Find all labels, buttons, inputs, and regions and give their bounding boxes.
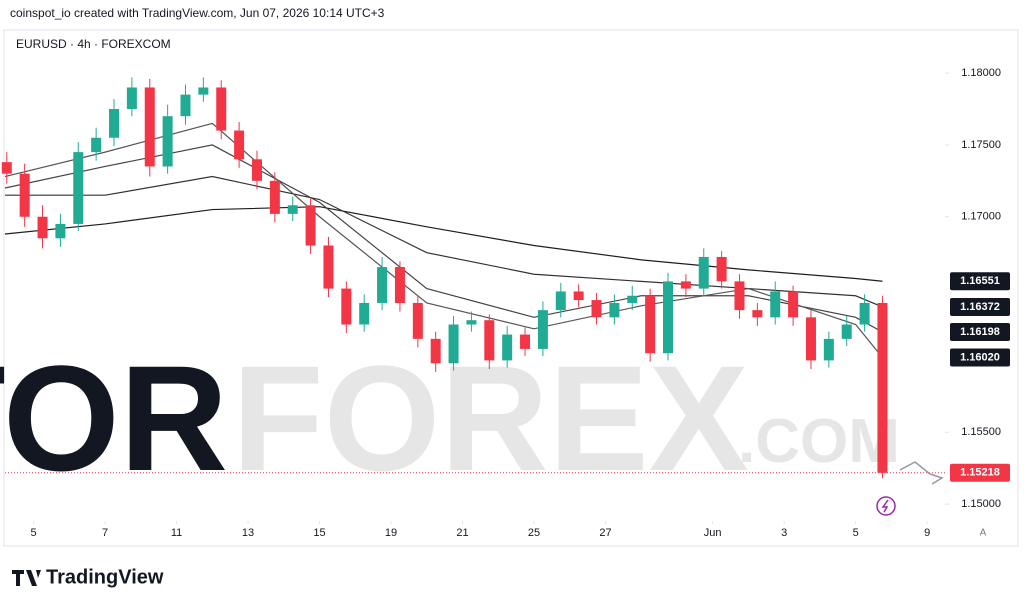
- candle-body: [269, 180, 280, 214]
- candle-body: [109, 109, 120, 138]
- candle-body: [770, 291, 781, 318]
- candle-body: [573, 291, 584, 301]
- moving-average: [5, 175, 883, 308]
- x-tick-label: 11: [171, 527, 182, 539]
- price-label: 1.16198: [960, 326, 1000, 338]
- x-tick-label: 5: [31, 527, 37, 539]
- candle-body: [19, 173, 30, 217]
- candle-body: [627, 295, 638, 303]
- x-tick-label: 15: [313, 527, 325, 539]
- x-tick-label: 21: [456, 527, 468, 539]
- chart-frame: [3, 29, 1019, 547]
- candle-body: [162, 116, 173, 167]
- x-tick-label: 27: [599, 527, 611, 539]
- x-tick-label: 9: [924, 527, 930, 539]
- price-label: 1.16372: [960, 301, 1000, 313]
- candle-body: [788, 291, 799, 318]
- candle-body: [55, 223, 66, 239]
- candle-body: [305, 205, 316, 246]
- candle-body: [37, 216, 48, 239]
- alert-icon: [876, 496, 896, 516]
- candle-body: [430, 338, 441, 364]
- price-label-box: [950, 463, 1010, 482]
- candle-body: [645, 295, 656, 354]
- x-tick-label: 3: [781, 527, 787, 539]
- price-label-box: [950, 272, 1010, 291]
- y-tick-label: 1.15000: [961, 498, 1001, 510]
- candle-body: [234, 130, 245, 160]
- y-tick-label: 1.15500: [961, 426, 1001, 438]
- candle-body: [180, 94, 191, 117]
- price-label-box: [950, 297, 1010, 316]
- candle-body: [698, 256, 709, 289]
- candle-body: [537, 310, 548, 349]
- candle-body: [91, 137, 102, 153]
- candle-body: [823, 338, 834, 361]
- logo: [12, 570, 41, 586]
- candle-body: [448, 324, 459, 364]
- watermark: .COM: [738, 407, 900, 476]
- candle-body: [341, 288, 352, 325]
- candle-body: [609, 302, 620, 318]
- moving-average: [4, 144, 883, 333]
- auto-button[interactable]: A: [980, 528, 987, 539]
- candle-body: [251, 159, 262, 181]
- candle-body: [144, 87, 155, 167]
- candle-body: [663, 281, 674, 354]
- candle-body: [680, 281, 691, 289]
- candle-body: [216, 87, 227, 131]
- alert-bolt: [881, 499, 889, 513]
- candle-body: [502, 334, 513, 361]
- arrow: [899, 461, 944, 485]
- x-tick-label: 19: [385, 527, 397, 539]
- candle-body: [716, 256, 727, 282]
- candle-body: [394, 267, 405, 303]
- candle-body: [377, 267, 388, 303]
- candle-body: [555, 291, 566, 311]
- candle-body: [359, 302, 370, 325]
- y-tick-label: 1.18000: [961, 67, 1001, 79]
- candle-body: [591, 300, 602, 318]
- x-tick-label: 25: [528, 527, 540, 539]
- candle-body: [734, 281, 745, 311]
- candle-body: [484, 320, 495, 361]
- plot: [1, 72, 949, 524]
- candle-body: [752, 310, 763, 318]
- candle-body: [73, 152, 84, 224]
- moving-average: [4, 206, 883, 282]
- x-tick-label: Jun: [704, 527, 722, 539]
- candle-body: [841, 324, 852, 339]
- candle-body: [1, 162, 12, 174]
- price-label: 1.16551: [960, 275, 1000, 287]
- candle-body: [198, 87, 209, 95]
- candle-body: [287, 205, 298, 214]
- candle-body: [520, 334, 531, 349]
- price-label: 1.16020: [960, 351, 1000, 363]
- watermark: TOR: [0, 334, 228, 502]
- price-label-box: [950, 348, 1010, 367]
- y-tick-label: 1.17500: [961, 139, 1001, 151]
- candle-body: [805, 317, 816, 361]
- price-label-box: [950, 322, 1010, 341]
- x-tick-label: 13: [242, 527, 254, 539]
- candle-body: [877, 302, 888, 473]
- header: coinspot_io created with TradingView.com…: [10, 6, 385, 20]
- moving-average: [4, 122, 883, 358]
- x-tick-label: 7: [102, 527, 108, 539]
- watermark: FOREX: [232, 334, 749, 502]
- symbol: EURUSD · 4h · FOREXCOM: [16, 37, 171, 51]
- x-tick-label: 5: [853, 527, 859, 539]
- candle-body: [126, 87, 137, 110]
- price-label: 1.15218: [960, 467, 1000, 479]
- candle-body: [412, 302, 423, 339]
- footer-brand: TradingView: [46, 566, 164, 588]
- candle-body: [323, 245, 334, 289]
- candle-body: [859, 302, 870, 325]
- y-tick-label: 1.17000: [961, 211, 1001, 223]
- candle-body: [466, 320, 477, 325]
